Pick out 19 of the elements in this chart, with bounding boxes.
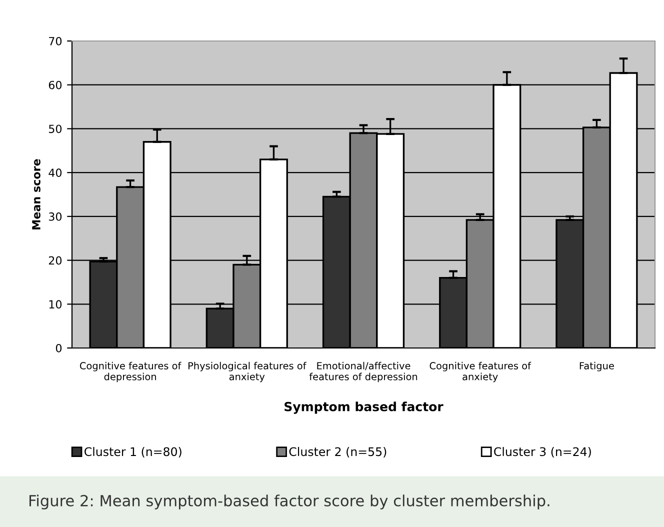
x-tick-label: Fatigue bbox=[580, 362, 614, 372]
x-tick-label: Cognitive features of anxiety bbox=[430, 362, 532, 382]
y-tick-label: 10 bbox=[49, 300, 62, 309]
legend-label: Cluster 2 (n=55) bbox=[289, 446, 386, 458]
y-tick-label: 30 bbox=[48, 212, 62, 221]
y-tick-label: 50 bbox=[48, 124, 62, 134]
caption: Figure 2: Mean symptom-based factor score by cluster membership. bbox=[30, 494, 550, 510]
y-tick-label: 40 bbox=[48, 168, 62, 177]
x-tick-label: Cognitive features of depression bbox=[80, 362, 182, 382]
legend-label: Cluster 1 (n=80) bbox=[84, 446, 182, 458]
y-axis-title: Mean score bbox=[32, 159, 40, 230]
legend-label: Cluster 3 (n=24) bbox=[494, 446, 591, 458]
y-tick-label: 20 bbox=[48, 256, 62, 265]
y-tick-label: 60 bbox=[48, 80, 62, 90]
y-tick-label: 70 bbox=[49, 36, 62, 46]
x-tick-label: Physiological features of anxiety bbox=[188, 362, 306, 382]
x-tick-label: Emotional/affective features of depression bbox=[309, 362, 418, 382]
x-axis-title: Symptom based factor bbox=[284, 402, 444, 414]
y-tick-label: 0 bbox=[56, 344, 62, 352]
